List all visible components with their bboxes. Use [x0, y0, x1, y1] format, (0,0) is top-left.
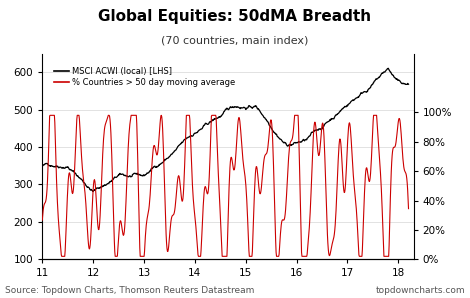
Text: (70 countries, main index): (70 countries, main index) — [161, 36, 309, 46]
Text: topdowncharts.com: topdowncharts.com — [376, 286, 465, 295]
Text: Global Equities: 50dMA Breadth: Global Equities: 50dMA Breadth — [98, 9, 372, 24]
Text: Source: Topdown Charts, Thomson Reuters Datastream: Source: Topdown Charts, Thomson Reuters … — [5, 286, 254, 295]
Legend: MSCI ACWI (local) [LHS], % Countries > 50 day moving average: MSCI ACWI (local) [LHS], % Countries > 5… — [50, 64, 238, 90]
